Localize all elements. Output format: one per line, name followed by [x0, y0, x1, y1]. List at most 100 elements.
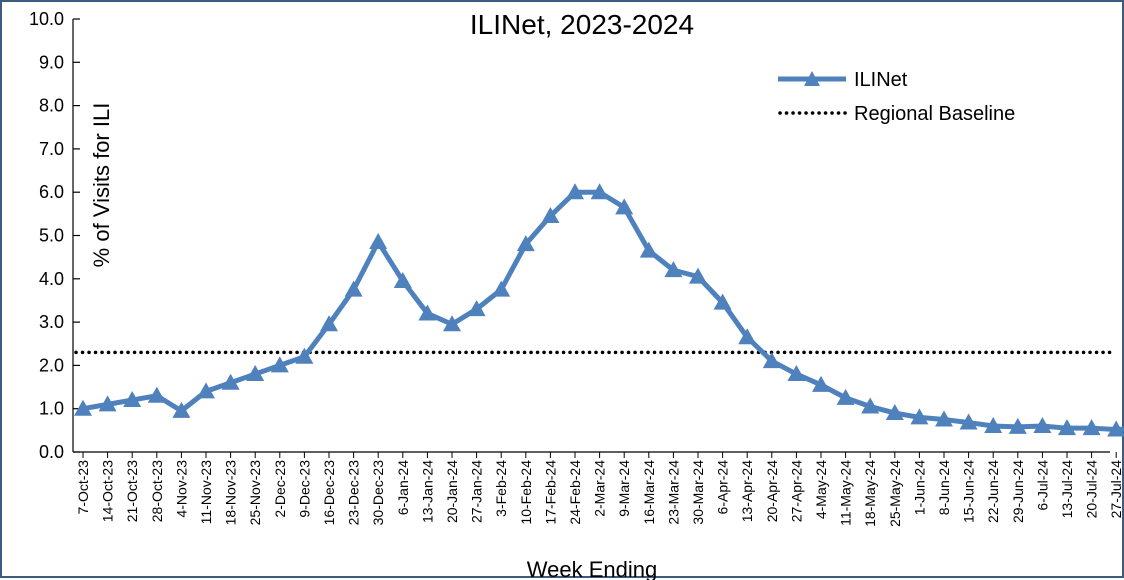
ilinet-point — [295, 347, 314, 364]
ilinet-point — [443, 315, 461, 332]
ilinet-point — [762, 352, 781, 369]
x-tick-label: 4-May-24 — [813, 460, 829, 519]
x-tick-label: 20-Jan-24 — [444, 460, 460, 523]
x-tick-label: 9-Dec-23 — [296, 460, 312, 518]
ilinet-point — [689, 267, 707, 284]
x-tick-label: 16-Dec-23 — [321, 460, 337, 526]
legend-item-ilinet: ILINet — [778, 69, 908, 91]
x-ticks: 7-Oct-23 14-Oct-23 21-Oct-23 28-Oct-23 4-Nov… — [75, 452, 1124, 527]
ilinet-point — [197, 382, 215, 399]
x-tick-label: 23-Dec-23 — [346, 460, 362, 526]
x-axis-label: Week Ending — [527, 557, 657, 580]
ilinet-point — [935, 410, 953, 427]
ilinet-point — [393, 271, 412, 288]
ilinet-point — [812, 375, 830, 392]
legend-item-regional-baseline: Regional Baseline — [778, 103, 1015, 125]
ilinet-point — [246, 365, 265, 382]
x-tick-label: 25-Nov-23 — [247, 460, 263, 526]
x-tick-label: 22-Jun-24 — [985, 460, 1001, 523]
x-tick-label: 29-Jun-24 — [1010, 460, 1026, 523]
ilinet-point — [221, 373, 240, 390]
y-tick-label: 8.0 — [39, 96, 64, 116]
ilinet-point — [639, 241, 658, 258]
x-tick-label: 6-Apr-24 — [715, 460, 731, 515]
y-tick-label: 3.0 — [39, 312, 64, 332]
x-tick-label: 28-Oct-23 — [149, 460, 165, 522]
y-tick-label: 0.0 — [39, 442, 64, 462]
x-tick-label: 16-Mar-24 — [641, 460, 657, 525]
ilinet-point — [123, 391, 142, 408]
x-tick-label: 2-Dec-23 — [272, 460, 288, 518]
ilinet-point — [1033, 417, 1052, 434]
ilinet-point — [418, 304, 437, 321]
y-tick-label: 9.0 — [39, 52, 64, 72]
x-tick-label: 1-Jun-24 — [911, 460, 927, 515]
x-tick-label: 27-Apr-24 — [788, 460, 804, 522]
y-ticks: 0.0 1.0 2.0 3.0 4.0 5.0 6.0 7.0 8.0 9.0 10.0 — [29, 9, 80, 462]
x-tick-label: 18-Nov-23 — [223, 460, 239, 526]
x-tick-label: 21-Oct-23 — [124, 460, 140, 522]
y-axis-label: % of Visits for ILI — [89, 103, 114, 268]
x-tick-label: 6-Jan-24 — [395, 460, 411, 515]
ilinet-point — [1008, 417, 1027, 434]
ilinet-point — [492, 280, 511, 297]
x-tick-label: 8-Jun-24 — [936, 460, 952, 515]
ilinet-point — [1058, 419, 1076, 436]
ilinet-point — [959, 413, 978, 430]
ilinet-point — [369, 232, 388, 249]
legend-ilinet-label: ILINet — [854, 69, 908, 91]
ilinet-point — [590, 183, 609, 200]
y-tick-label: 4.0 — [39, 269, 64, 289]
x-tick-label: 11-Nov-23 — [198, 460, 214, 525]
x-tick-label: 24-Feb-24 — [567, 460, 583, 525]
x-tick-label: 30-Dec-23 — [370, 460, 386, 526]
ilinet-point — [836, 388, 855, 405]
x-tick-label: 13-Apr-24 — [739, 460, 755, 522]
ilinet-point — [74, 399, 92, 416]
ilinet-point — [98, 395, 117, 412]
ilinet-point — [1082, 419, 1101, 436]
legend: ILINet Regional Baseline — [778, 69, 1015, 125]
ilinet-point — [320, 315, 338, 332]
ilinet-point — [984, 417, 1003, 434]
legend-baseline-label: Regional Baseline — [854, 103, 1015, 125]
x-tick-label: 10-Feb-24 — [518, 460, 534, 525]
x-tick-label: 27-Jul-24 — [1108, 460, 1124, 519]
ilinet-point — [861, 397, 880, 414]
x-tick-label: 14-Oct-23 — [100, 460, 116, 522]
y-tick-label: 10.0 — [29, 9, 64, 29]
ilinet-point — [270, 356, 289, 373]
y-tick-label: 1.0 — [39, 399, 64, 419]
ilinet-point — [147, 386, 166, 403]
ilinet-point — [516, 235, 535, 252]
ilinet-point — [172, 401, 191, 418]
ilinet-point — [787, 365, 806, 382]
x-tick-label: 2-Mar-24 — [592, 460, 608, 517]
ilinet-point — [738, 328, 757, 345]
ilinet-markers — [74, 183, 1124, 437]
x-tick-label: 30-Mar-24 — [690, 460, 706, 525]
ilinet-point — [1107, 420, 1124, 437]
x-tick-label: 13-Jan-24 — [419, 460, 435, 523]
y-tick-label: 5.0 — [39, 226, 64, 246]
chart-title: ILINet, 2023-2024 — [470, 9, 694, 40]
ilinet-point — [467, 300, 486, 317]
x-tick-label: 17-Feb-24 — [542, 460, 558, 525]
ilinet-point — [344, 280, 363, 297]
x-tick-label: 20-Jul-24 — [1084, 460, 1100, 519]
ilinet-point — [541, 207, 560, 224]
x-tick-label: 11-May-24 — [838, 460, 854, 526]
x-tick-label: 7-Oct-23 — [75, 460, 91, 515]
x-tick-label: 27-Jan-24 — [469, 460, 485, 523]
x-tick-label: 18-May-24 — [862, 460, 878, 527]
x-tick-label: 9-Mar-24 — [616, 460, 632, 517]
x-tick-label: 3-Feb-24 — [493, 460, 509, 517]
y-tick-label: 7.0 — [39, 139, 64, 159]
x-tick-label: 23-Mar-24 — [665, 460, 681, 525]
x-tick-label: 15-Jun-24 — [961, 460, 977, 523]
x-tick-label: 25-May-24 — [887, 460, 903, 527]
y-tick-label: 2.0 — [39, 355, 64, 375]
x-tick-label: 13-Jul-24 — [1059, 460, 1075, 519]
ilinet-point — [885, 404, 904, 421]
